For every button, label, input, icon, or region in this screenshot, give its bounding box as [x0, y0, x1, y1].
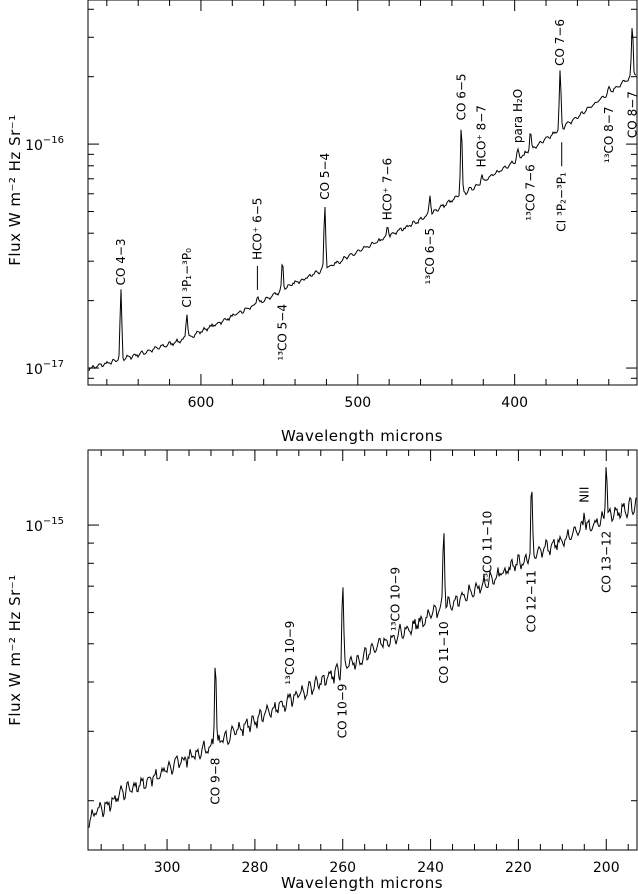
spectral-line-label: ¹³CO 11−10	[481, 511, 495, 583]
spectral-line-label: CO 13−12	[599, 531, 613, 593]
spectral-line-label: HCO⁺ 8−7	[475, 105, 489, 167]
spectral-line-label: ¹³CO 10−9	[388, 567, 402, 631]
spectral-line-label: CO 12−11	[525, 570, 539, 632]
bottom-line-labels: CO 9−8 ¹³CO 10−9 CO 10−9 ¹³CO 10−9 CO 11−10 ¹…	[208, 487, 613, 805]
spectral-line-label: HCO⁺ 7−6	[381, 158, 395, 220]
spectral-line-label: CO 4−3	[114, 238, 128, 285]
spectral-line-label: ¹³CO 7−6	[523, 164, 537, 221]
bottom-spectrum-line	[88, 467, 637, 828]
x-tick-label: 280	[242, 860, 269, 876]
bottom-plot-frame	[87, 449, 638, 851]
top-line-labels: CO 4−3 CI ³P₁−³P₀ ¹³CO 5−4 HCO⁺ 6−5 CO 5−4 HC…	[114, 19, 638, 361]
bottom-ylabel: Flux W m⁻² Hz Sr⁻¹	[6, 574, 24, 725]
top-spectrum-line	[88, 28, 637, 371]
top-plot-frame	[87, 0, 638, 386]
bottom-ticks: 300 280 260 240 220 200 10−15	[25, 450, 637, 876]
spectral-line-label: CO 5−4	[318, 153, 332, 200]
spectral-line-label: CO 11−10	[437, 621, 451, 683]
spectral-line-label: ¹³CO 10−9	[283, 621, 297, 685]
x-tick-label: 400	[501, 395, 528, 411]
spectral-line-label: ¹³CO 6−5	[423, 228, 437, 285]
spectral-line-label: CO 6−5	[454, 73, 468, 120]
spectral-line-label: HCO⁺ 6−5	[250, 198, 264, 260]
x-tick-label: 200	[593, 860, 620, 876]
x-tick-label: 260	[329, 860, 356, 876]
x-tick-label: 500	[344, 395, 371, 411]
x-tick-label: 300	[154, 860, 181, 876]
y-tick-label: 10−15	[25, 516, 64, 535]
spectral-line-label: CI ³P₂−³P₁	[555, 172, 569, 232]
spectral-line-label: CO 7−6	[553, 19, 567, 66]
spectral-line-label: NII	[577, 487, 591, 503]
spectral-line-label: para H₂O	[511, 89, 525, 143]
top-ticks: 600 500 400 10−17 10−16	[25, 0, 637, 411]
spectral-line-label: CO 8−7	[625, 91, 638, 138]
spectral-line-label: CI ³P₁−³P₀	[180, 248, 194, 308]
x-tick-label: 600	[188, 395, 215, 411]
y-tick-label: 10−17	[25, 359, 64, 378]
top-panel: 600 500 400 10−17 10−16 CO 4−3 CI ³P₁−³P₀ ¹³CO…	[6, 0, 638, 445]
bottom-xlabel: Wavelength microns	[281, 874, 443, 892]
x-tick-label: 240	[417, 860, 444, 876]
spectral-line-label: ¹³CO 8−7	[602, 107, 616, 164]
top-ylabel: Flux W m⁻² Hz Sr⁻¹	[6, 114, 24, 265]
spectral-line-label: ¹³CO 5−4	[276, 304, 290, 361]
y-tick-label: 10−16	[25, 135, 64, 154]
spectral-line-label: CO 10−9	[336, 684, 350, 739]
spectral-line-label: CO 9−8	[208, 758, 222, 805]
top-xlabel: Wavelength microns	[281, 427, 443, 445]
x-tick-label: 220	[505, 860, 532, 876]
